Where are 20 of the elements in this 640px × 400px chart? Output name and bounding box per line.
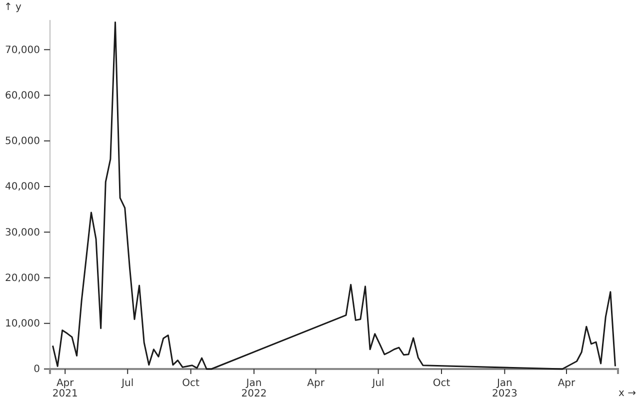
x-tick-label: Jan 2023 [492,378,518,400]
y-tick-label: 30,000 [5,227,40,238]
x-tick-label: Apr 2021 [52,378,78,400]
x-tick-label: Apr [558,378,576,389]
x-tick-label: Oct [182,378,200,389]
y-tick-label: 0 [34,364,40,376]
x-axis-title: x → [618,388,636,399]
x-tick-label: Apr [307,378,326,389]
x-tick-label: Oct [432,378,450,389]
y-tick-label: 10,000 [5,318,40,330]
y-tick-label: 50,000 [5,136,40,148]
y-tick-label: 70,000 [5,44,40,56]
y-tick-label: 20,000 [5,272,40,284]
y-tick-label: 40,000 [5,182,40,193]
x-tick-label: Jul [371,378,384,389]
y-tick-label: 60,000 [5,90,40,102]
x-tick-label: Jan 2022 [241,378,267,400]
line-series [52,22,616,370]
y-axis-title: ↑ y [4,2,22,13]
x-tick-label: Jul [120,378,134,389]
